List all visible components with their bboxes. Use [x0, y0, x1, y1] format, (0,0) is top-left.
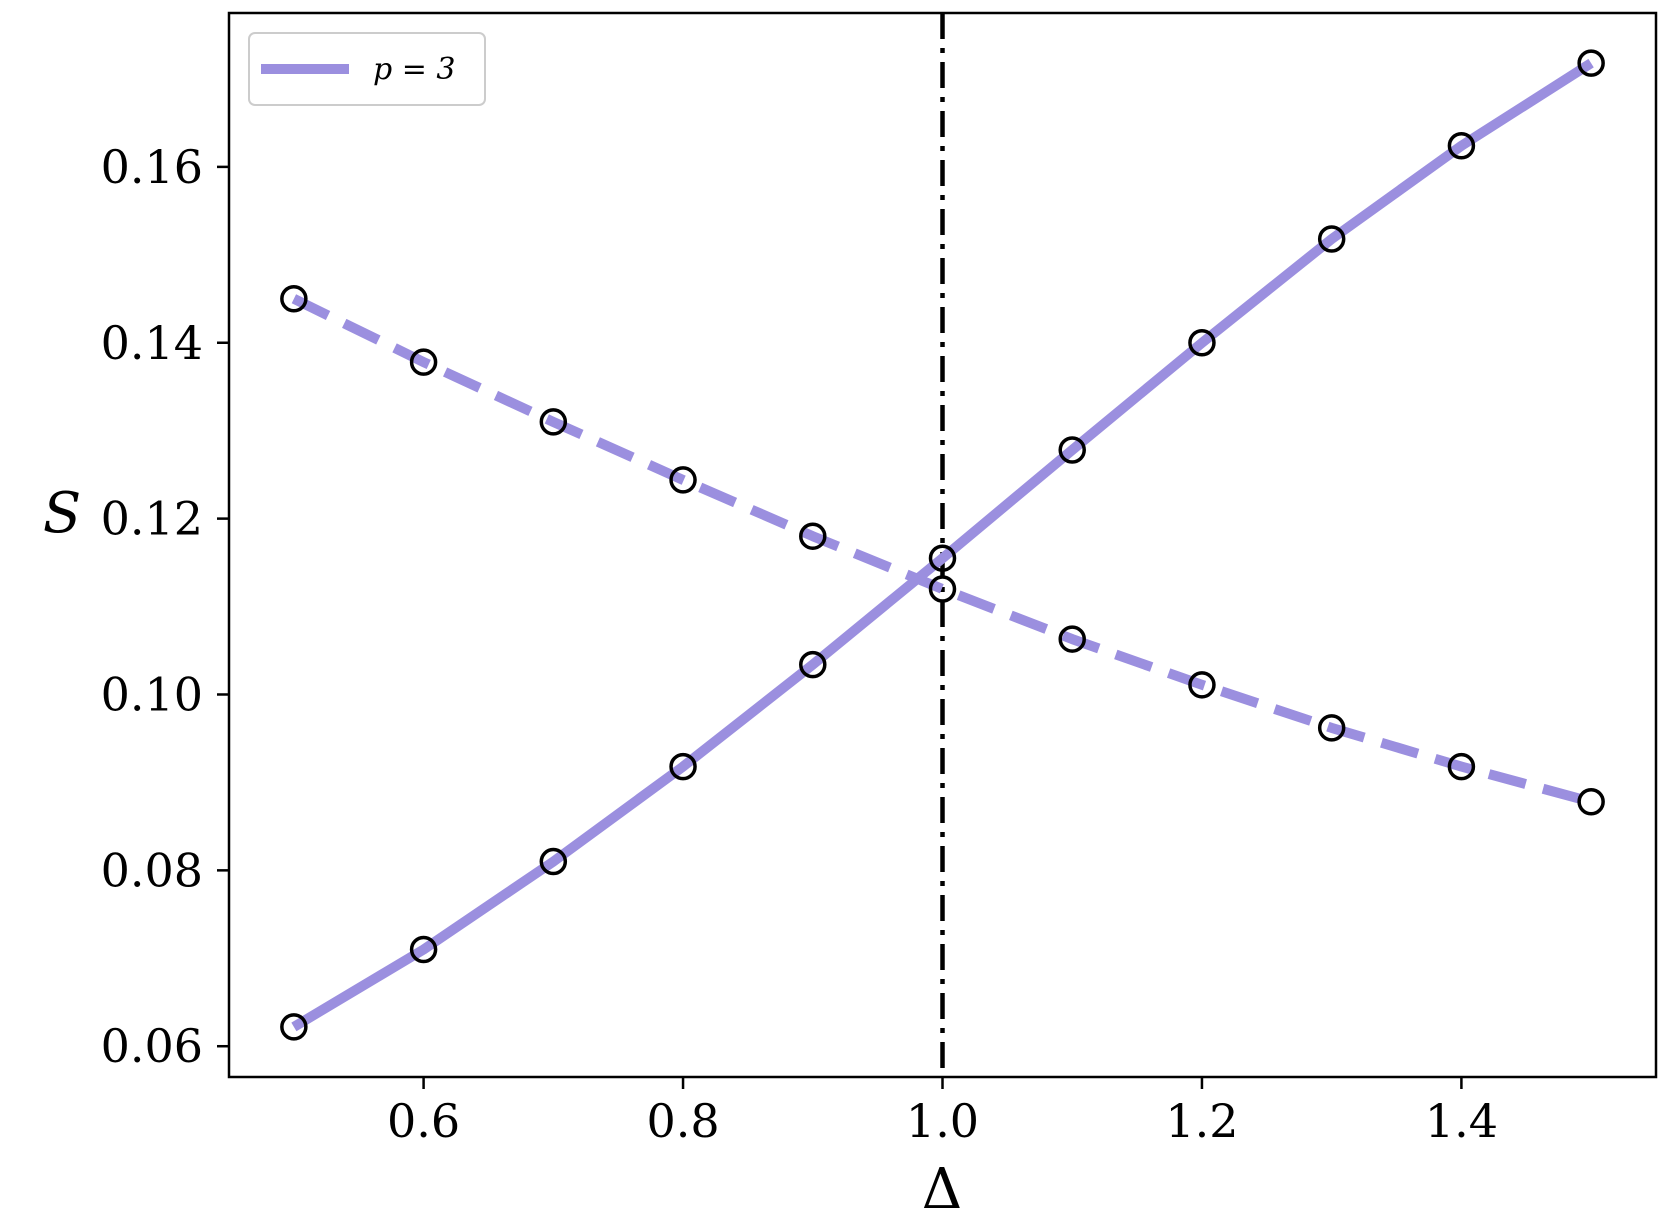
y-tick-label: 0.08: [101, 843, 203, 897]
x-tick-label: 0.6: [387, 1094, 460, 1148]
x-tick-label: 0.8: [646, 1094, 719, 1148]
legend-box: [248, 32, 486, 106]
x-tick-label: 1.0: [906, 1094, 979, 1148]
y-tick-label: 0.14: [101, 316, 203, 370]
x-tick-label: 1.2: [1165, 1094, 1238, 1148]
data-point-series1-3: [669, 752, 697, 781]
data-point-series1-6: [1058, 436, 1086, 464]
data-point-series1-4: [799, 650, 827, 679]
data-point-series2-5: [928, 575, 957, 603]
plot-area: [280, 13, 1605, 1077]
data-point-series1-7: [1188, 329, 1216, 357]
data-point-series2-0: [280, 285, 308, 313]
legend: p = 3: [248, 32, 486, 106]
data-point-series1-5: [928, 544, 957, 572]
data-point-series1-2: [539, 847, 568, 876]
data-point-series1-9: [1447, 132, 1476, 160]
data-point-series2-6: [1058, 625, 1086, 653]
data-point-series2-7: [1188, 671, 1216, 699]
data-point-series1-10: [1577, 49, 1605, 77]
data-point-series1-8: [1317, 225, 1346, 253]
data-point-series1-0: [280, 1013, 308, 1041]
y-axis-label: S: [43, 481, 81, 546]
legend-label: p = 3: [373, 52, 456, 87]
y-tick-label: 0.16: [101, 140, 203, 194]
y-tick-label: 0.10: [101, 667, 203, 721]
ticks: 0.6 0.8 1.0 1.2 1.4 0.06 0.08 0.10 0.12 0.14 0.16: [101, 140, 1498, 1148]
x-tick-label: 1.4: [1425, 1094, 1498, 1148]
series-line-1: [291, 58, 1594, 1032]
y-tick-label: 0.12: [101, 492, 203, 546]
data-point-series1-1: [409, 935, 438, 964]
data-point-series2-4: [799, 522, 827, 550]
x-axis-label: Δ: [922, 1157, 962, 1222]
data-point-series2-8: [1317, 714, 1346, 742]
data-point-series2-10: [1577, 788, 1605, 816]
data-point-series2-2: [539, 408, 568, 436]
data-point-series2-3: [669, 466, 697, 494]
series-line-2: [291, 294, 1593, 807]
data-point-series2-1: [409, 348, 438, 376]
data-point-series2-9: [1447, 752, 1476, 781]
y-tick-label: 0.06: [101, 1019, 203, 1073]
